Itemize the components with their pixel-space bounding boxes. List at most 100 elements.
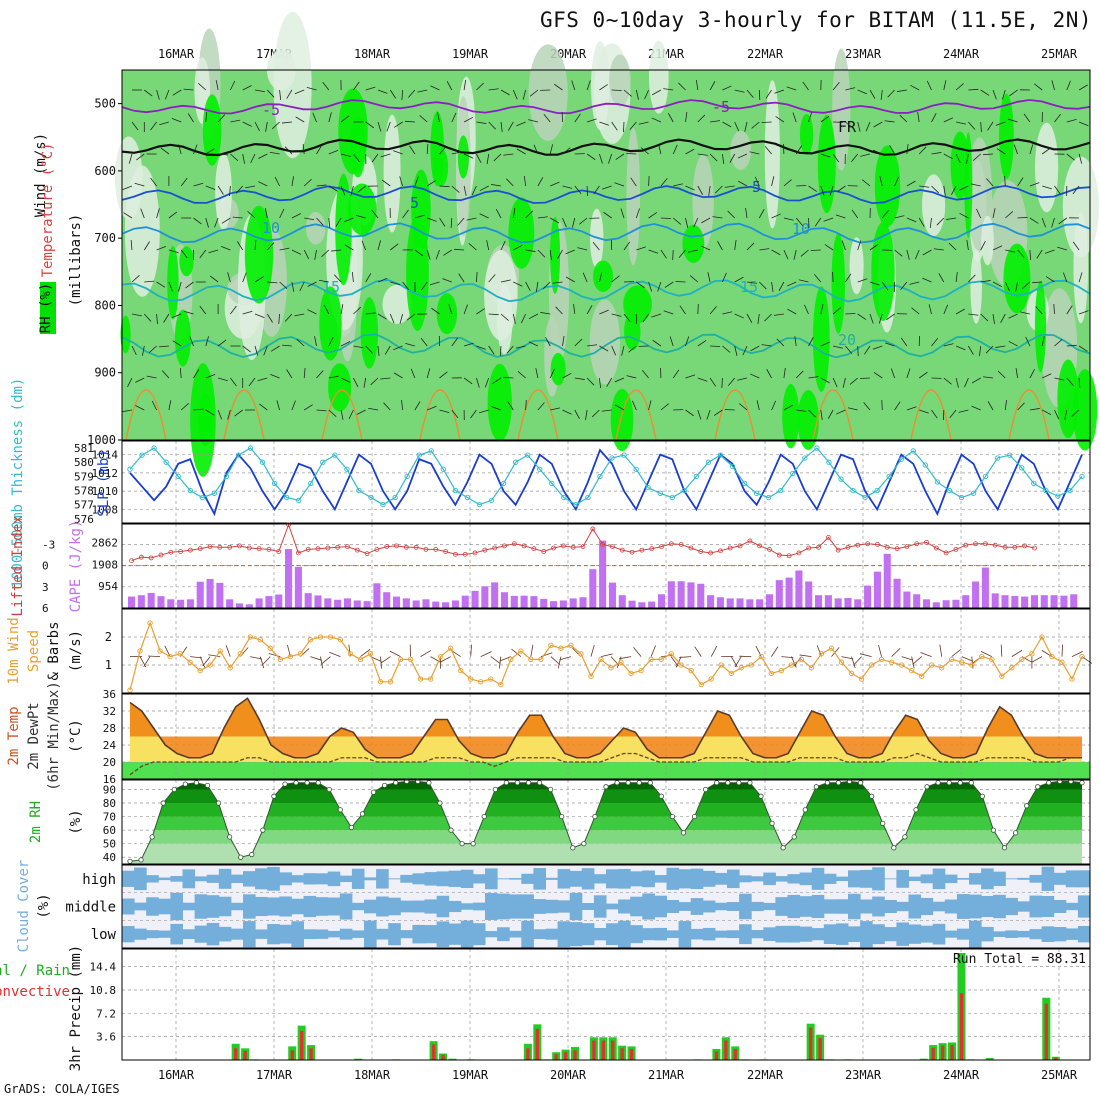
cloud-cell xyxy=(811,894,825,919)
cape-bar xyxy=(687,582,695,608)
wind-barb xyxy=(254,121,260,132)
wind-barb xyxy=(657,281,662,292)
wind-barb xyxy=(832,81,840,91)
cape-bar xyxy=(648,601,656,608)
wind-barb xyxy=(486,240,490,251)
cloud-cell xyxy=(956,878,970,880)
wind-barb xyxy=(340,341,351,347)
wind-barb xyxy=(982,153,994,156)
wind-barb xyxy=(1029,249,1031,261)
wind-barb-10m xyxy=(1000,644,1003,657)
lifted-index-point xyxy=(443,549,448,554)
rh-point xyxy=(891,845,897,851)
temp-tick-label: 20 xyxy=(103,756,116,769)
rh-point xyxy=(1024,803,1030,809)
wind-barb xyxy=(427,217,437,222)
wind-barb xyxy=(641,369,649,379)
wind-barb xyxy=(1053,303,1055,315)
wind-barb xyxy=(488,121,496,130)
wind-barb xyxy=(357,185,366,193)
rh-moist-patch xyxy=(812,286,830,392)
wind-barb xyxy=(918,371,928,379)
wind-barb xyxy=(582,272,588,283)
wind-barb xyxy=(535,368,539,379)
cloud-cell xyxy=(291,898,304,915)
thickness-point xyxy=(549,480,555,487)
cape-tick-label: 1908 xyxy=(92,558,119,571)
wind-barb xyxy=(746,313,753,323)
wind-speed-point xyxy=(427,676,434,682)
wind-barb xyxy=(557,249,563,259)
wind-barb xyxy=(573,304,576,315)
cloud-cell xyxy=(787,925,801,943)
wind-barb xyxy=(721,377,723,389)
wind-barb xyxy=(713,409,723,416)
wind-barb xyxy=(365,121,375,129)
wind-barb xyxy=(443,249,453,256)
wind-barb xyxy=(402,209,409,219)
wind-barb xyxy=(291,176,295,187)
wind-barb xyxy=(314,249,317,260)
thickness-point xyxy=(1007,452,1013,458)
rh-moist-patch xyxy=(406,214,429,331)
wind-barb xyxy=(161,370,170,379)
wind-barb xyxy=(929,217,932,228)
wind-barb xyxy=(409,145,416,155)
thickness-point xyxy=(705,459,712,465)
temp-tick-label: 24 xyxy=(103,739,117,752)
wind-barb xyxy=(896,89,907,92)
wind-barb xyxy=(156,208,160,219)
wind-barb xyxy=(758,89,761,101)
wind-barb xyxy=(401,400,403,411)
thickness-point xyxy=(778,487,784,494)
wind-barb xyxy=(648,249,659,254)
cloud-cell xyxy=(1017,901,1030,912)
wind-barb xyxy=(746,242,755,251)
wind-barb xyxy=(824,244,834,251)
lifted-index-point xyxy=(560,543,566,549)
lifted-index-point xyxy=(541,549,547,554)
cloud-cell xyxy=(969,920,982,948)
wind-barb xyxy=(476,82,484,91)
wind-barb xyxy=(384,345,391,355)
thickness-point xyxy=(693,473,700,479)
cloud-cell xyxy=(521,873,534,884)
wind-barb xyxy=(808,185,818,192)
wind-barb xyxy=(632,400,637,411)
cloud-cell xyxy=(448,923,462,945)
wind-barb xyxy=(685,217,689,228)
rh-band xyxy=(130,803,1082,817)
rh-point xyxy=(714,780,720,786)
wind-barb xyxy=(321,249,330,258)
cloud-cell xyxy=(497,927,510,942)
wind-barb xyxy=(1025,336,1031,347)
wind-barb xyxy=(368,407,379,411)
thickness-point xyxy=(850,487,856,494)
rh-point xyxy=(548,786,554,793)
wind-speed-point xyxy=(778,667,785,674)
wind-barb xyxy=(1017,249,1025,258)
isotherm-warm xyxy=(910,389,952,441)
wind-barb xyxy=(180,403,189,411)
rh-point xyxy=(1001,845,1008,851)
wind-barb xyxy=(814,274,822,283)
cape-bar xyxy=(373,583,381,608)
rh-point xyxy=(691,813,698,820)
pressure-tick-label: 1000 xyxy=(87,433,116,447)
cape-bar xyxy=(510,595,518,608)
wind-barb xyxy=(193,369,200,379)
wind-barb xyxy=(476,121,487,124)
wind-barb xyxy=(845,273,852,283)
cape-bar xyxy=(157,596,165,608)
wind-barb xyxy=(208,249,219,254)
wind-barb xyxy=(131,345,137,356)
bottom-date-label: 19MAR xyxy=(451,1068,489,1082)
cloud-cell xyxy=(243,921,256,948)
wind-speed-point xyxy=(929,662,935,668)
wind-barb xyxy=(783,368,786,379)
lifted-index-point xyxy=(403,544,409,550)
cape-bar xyxy=(285,549,293,608)
wind-barb xyxy=(215,80,219,91)
wind-speed-point xyxy=(888,659,895,665)
wind-barb xyxy=(1017,177,1024,187)
